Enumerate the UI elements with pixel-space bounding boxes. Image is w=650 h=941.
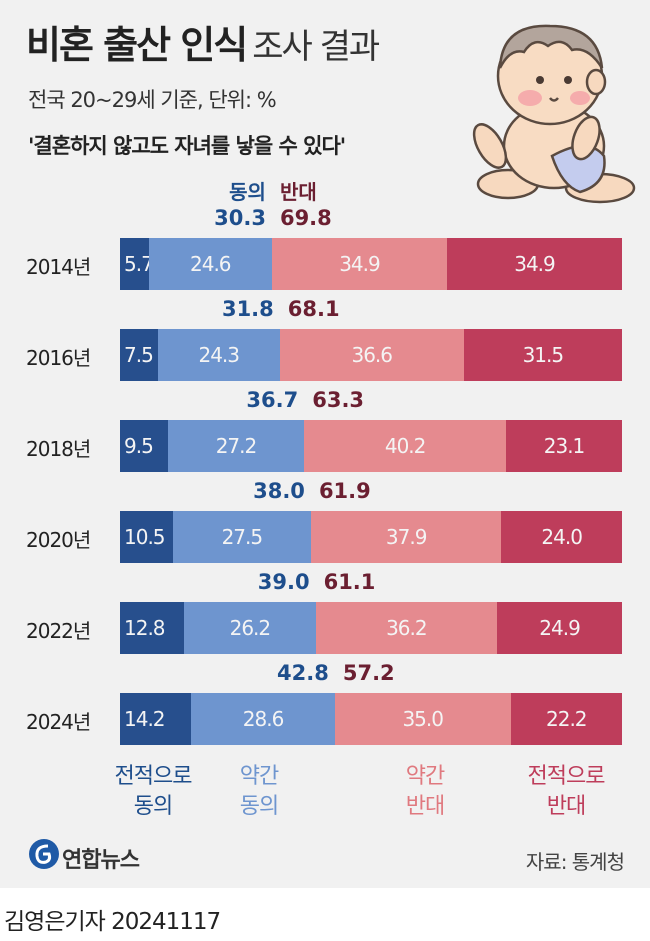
bar-value-label: 24.9 bbox=[539, 616, 581, 640]
oppose-total-label: 61.9 bbox=[318, 479, 371, 503]
bar-segment-strong-oppose bbox=[446, 238, 622, 290]
legend-strong-oppose-line1: 전적으로 bbox=[527, 764, 606, 789]
bar-value-label: 10.5 bbox=[124, 525, 166, 549]
legend-weak-agree-line2: 동의 bbox=[239, 794, 279, 819]
legend-strong-agree-line1: 전적으로 bbox=[114, 764, 193, 789]
legend-weak-oppose: 약간 반대 bbox=[380, 762, 470, 822]
baby-illustration bbox=[472, 24, 636, 204]
bar-value-label: 40.2 bbox=[384, 434, 427, 458]
bar-value-label: 24.3 bbox=[198, 343, 240, 367]
bar-segment-strong-oppose bbox=[501, 511, 622, 563]
credit-text: 김영은기자 20241117 bbox=[4, 909, 221, 935]
oppose-total-label: 68.1 bbox=[287, 297, 340, 321]
bar-segment-weak-oppose bbox=[271, 238, 447, 290]
year-label: 2022년 bbox=[26, 619, 91, 643]
bar-segment-strong-agree bbox=[120, 238, 149, 290]
legend-weak-agree: 약간 동의 bbox=[214, 762, 304, 822]
bar-value-label: 7.5 bbox=[124, 343, 154, 367]
legend-weak-oppose-line1: 약간 bbox=[405, 764, 445, 789]
legend-strong-oppose-line2: 반대 bbox=[546, 794, 586, 819]
bar-segment-strong-oppose bbox=[463, 329, 622, 381]
bar-segment-strong-agree bbox=[120, 329, 158, 381]
bar-value-label: 36.2 bbox=[386, 616, 428, 640]
bar-segment-weak-agree bbox=[172, 511, 311, 563]
bar-segment-strong-agree bbox=[120, 511, 173, 563]
oppose-total-label: 61.1 bbox=[323, 570, 376, 594]
bar-value-label: 34.9 bbox=[339, 252, 381, 276]
bar-segment-weak-oppose bbox=[304, 420, 507, 472]
bar-value-label: 37.9 bbox=[385, 525, 428, 549]
bar-segment-weak-oppose bbox=[334, 693, 511, 745]
bar-value-label: 12.8 bbox=[124, 616, 166, 640]
legend-weak-oppose-line2: 반대 bbox=[405, 794, 445, 819]
bar-segment-weak-agree bbox=[184, 602, 316, 654]
bar-value-label: 22.2 bbox=[546, 707, 588, 731]
agree-total-label: 30.3 bbox=[214, 206, 266, 230]
bar-segment-weak-agree bbox=[191, 693, 335, 745]
yonhap-logo-icon bbox=[29, 839, 59, 869]
bar-value-label: 34.9 bbox=[514, 252, 556, 276]
bar-value-label: 36.6 bbox=[351, 343, 393, 367]
legend-strong-agree-line2: 동의 bbox=[133, 794, 173, 819]
title-sub: 조사 결과 bbox=[252, 27, 380, 67]
agree-total-label: 39.0 bbox=[257, 570, 310, 594]
oppose-total-label: 57.2 bbox=[342, 661, 395, 685]
bar-segment-weak-oppose bbox=[310, 511, 502, 563]
bar-segment-strong-oppose bbox=[510, 693, 622, 745]
year-label: 2016년 bbox=[26, 346, 91, 370]
bar-segment-strong-oppose bbox=[506, 420, 622, 472]
year-label: 2014년 bbox=[26, 255, 91, 279]
bar-segment-weak-agree bbox=[157, 329, 280, 381]
bar-value-label: 24.6 bbox=[190, 252, 232, 276]
bar-segment-weak-agree bbox=[148, 238, 272, 290]
survey-question: '결혼하지 않고도 자녀를 낳을 수 있다' bbox=[28, 134, 346, 158]
title-main: 비혼 출산 인식 bbox=[26, 23, 248, 67]
source-text: 자료: 통계청 bbox=[525, 850, 625, 874]
bar-segment-strong-oppose bbox=[497, 602, 622, 654]
bar-value-label: 14.2 bbox=[124, 707, 166, 731]
agree-column-header: 동의 bbox=[229, 180, 266, 204]
bar-value-label: 35.0 bbox=[402, 707, 444, 731]
bar-segment-strong-agree bbox=[120, 420, 168, 472]
legend-strong-oppose: 전적으로 반대 bbox=[508, 762, 624, 822]
bar-value-label: 28.6 bbox=[242, 707, 285, 731]
bar-value-label: 31.5 bbox=[522, 343, 565, 367]
bar-segment-weak-oppose bbox=[279, 329, 464, 381]
logo-text: 연합뉴스 bbox=[62, 848, 140, 873]
agree-total-label: 36.7 bbox=[246, 388, 299, 412]
bar-value-label: 26.2 bbox=[229, 616, 272, 640]
agree-total-label: 31.8 bbox=[221, 297, 274, 321]
oppose-total-label: 69.8 bbox=[279, 206, 332, 230]
legend-strong-agree: 전적으로 동의 bbox=[98, 762, 208, 822]
agree-total-label: 42.8 bbox=[277, 661, 329, 685]
oppose-column-header: 반대 bbox=[279, 180, 317, 204]
legend-weak-agree-line1: 약간 bbox=[239, 764, 279, 789]
subtitle: 전국 20~29세 기준, 단위: % bbox=[28, 88, 277, 112]
bar-value-label: 27.2 bbox=[215, 434, 258, 458]
bar-segment-weak-oppose bbox=[315, 602, 498, 654]
bar-value-label: 27.5 bbox=[221, 525, 264, 549]
page-title: 비혼 출산 인식 조사 결과 bbox=[26, 14, 380, 69]
year-label: 2024년 bbox=[26, 710, 91, 734]
bar-segment-strong-agree bbox=[120, 602, 185, 654]
year-label: 2020년 bbox=[26, 528, 91, 552]
year-label: 2018년 bbox=[26, 437, 91, 461]
agree-total-label: 38.0 bbox=[253, 479, 305, 503]
bar-segment-weak-agree bbox=[167, 420, 305, 472]
oppose-total-label: 63.3 bbox=[312, 388, 365, 412]
bar-value-label: 9.5 bbox=[124, 434, 154, 458]
bar-segment-strong-agree bbox=[120, 693, 192, 745]
bar-value-label: 23.1 bbox=[543, 434, 586, 458]
bar-value-label: 24.0 bbox=[541, 525, 583, 549]
